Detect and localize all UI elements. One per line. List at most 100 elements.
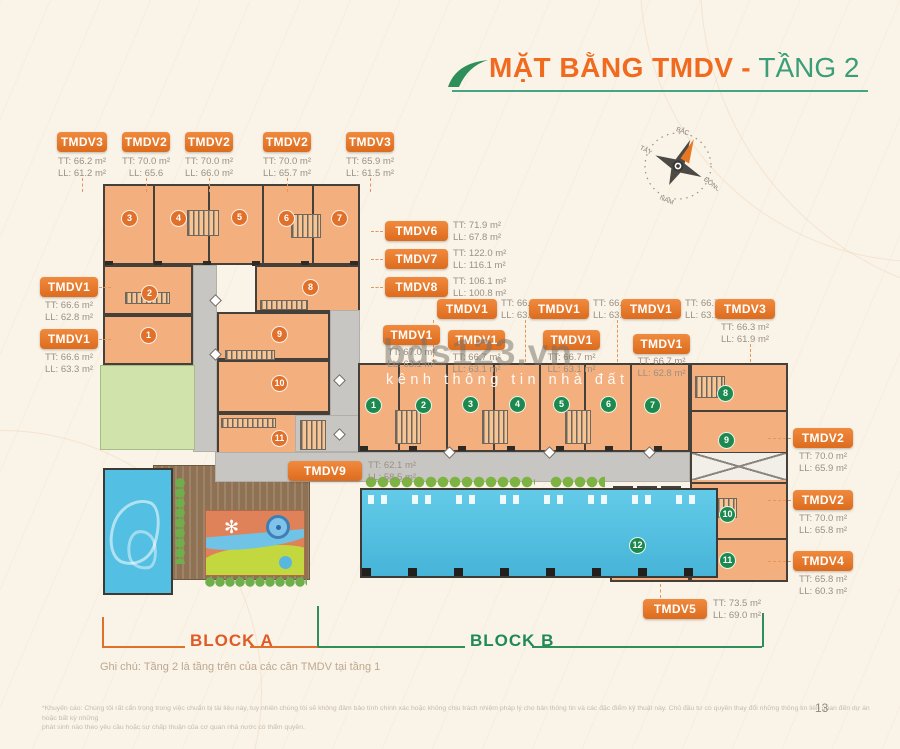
area-tt: TT: 70.0 m² xyxy=(262,156,312,167)
unit-tag: TMDV1 xyxy=(40,329,98,349)
area-ll: LL: 65.8 m² xyxy=(798,524,848,536)
unit-tag: TMDV1 xyxy=(529,299,589,319)
leader-line xyxy=(768,561,791,562)
area-tt: TT: 66.6 m² xyxy=(44,352,94,363)
leader-line xyxy=(82,178,83,192)
wall-columns xyxy=(360,446,688,451)
area-ll: LL: 62.8 m² xyxy=(44,311,94,323)
unit-tag: TMDV2 xyxy=(122,132,170,152)
area-tt: TT: 65.8 m² xyxy=(798,574,848,585)
area-tt: TT: 65.9 m² xyxy=(345,156,395,167)
stairs-hatch xyxy=(291,214,321,238)
leader-line xyxy=(750,344,751,362)
area-ll: LL: 63.1 m² xyxy=(452,363,501,375)
leader-line xyxy=(525,320,526,362)
unit-tag: TMDV2 xyxy=(793,490,853,510)
block-a-bracket-tick xyxy=(102,617,104,648)
unit-area: TT: 66.7 m² LL: 63.1 m² xyxy=(593,298,661,321)
pool-columns xyxy=(362,568,716,576)
area-tt: TT: 62.1 m² xyxy=(368,460,417,471)
leader-line xyxy=(146,178,147,192)
unit-area: TT: 65.9 m² LL: 61.5 m² xyxy=(329,156,411,179)
page-title: MẶT BẰNG TMDV - TẦNG 2 xyxy=(489,52,860,84)
area-tt: TT: 67.0 m² xyxy=(387,347,436,358)
stairs-hatch xyxy=(187,210,219,236)
unit-area: TT: 70.0 m² LL: 65.7 m² xyxy=(246,156,328,179)
unit-number-b: 12 xyxy=(629,537,646,554)
unit-tag: TMDV1 xyxy=(383,325,440,345)
wall-divider xyxy=(446,365,448,450)
area-ll: LL: 67.8 m² xyxy=(453,231,502,243)
unit-number-a: 2 xyxy=(141,285,158,302)
unit-area: TT: 66.2 m² LL: 61.2 m² xyxy=(40,156,124,179)
unit-number-b: 10 xyxy=(719,506,736,523)
unit-number-a: 4 xyxy=(170,210,187,227)
swimming-pool xyxy=(360,488,718,578)
unit-number-b: 2 xyxy=(415,397,432,414)
disclaimer-line: *Khuyến cáo: Chúng tôi rất cẩn trọng tro… xyxy=(42,705,870,722)
unit-number-a: 1 xyxy=(140,327,157,344)
unit-tag: TMDV3 xyxy=(346,132,394,152)
unit-tag: TMDV1 xyxy=(437,299,497,319)
area-tt: TT: 73.5 m² xyxy=(713,598,762,609)
leader-line xyxy=(370,178,371,192)
area-tt: TT: 66.7 m² xyxy=(685,298,734,309)
stairs-hatch xyxy=(565,410,591,444)
title-main: MẶT BẰNG TMDV xyxy=(489,52,734,83)
area-tt: TT: 66.3 m² xyxy=(720,322,770,333)
unit-tag: TMDV1 xyxy=(543,330,600,350)
area-ll: LL: 65.7 m² xyxy=(262,167,312,179)
area-tt: TT: 66.7 m² xyxy=(452,352,501,363)
leader-line xyxy=(660,584,661,598)
compass-east-label: ĐÔNG xyxy=(702,174,718,193)
block-b-bracket-line xyxy=(532,646,762,648)
unit-number-b: 6 xyxy=(600,396,617,413)
compass-south-label: NAM xyxy=(659,195,675,206)
tree-row xyxy=(550,476,605,488)
area-tt: TT: 66.7 m² xyxy=(593,298,642,309)
compass-north-label: BẮC xyxy=(675,126,691,137)
unit-number-a: 9 xyxy=(271,326,288,343)
area-ll: LL: 61.9 m² xyxy=(720,333,770,345)
area-tt: TT: 66.6 m² xyxy=(44,300,94,311)
unit-area: TT: 70.0 m² LL: 66.0 m² xyxy=(168,156,250,179)
unit-number-a: 6 xyxy=(278,210,295,227)
wall-divider xyxy=(262,186,264,263)
wall-divider xyxy=(584,365,586,450)
area-ll: LL: 63.1 m² xyxy=(593,309,642,321)
leader-line xyxy=(99,339,111,340)
area-ll: LL: 63.1 m² xyxy=(547,363,596,375)
target-center xyxy=(276,525,281,530)
wall-divider xyxy=(153,186,155,263)
area-ll: LL: 65.9 m² xyxy=(798,462,848,474)
unit-area: TT: 106.1 m² LL: 100.8 m² xyxy=(453,276,523,299)
area-ll: LL: 63.1 m² xyxy=(387,358,436,370)
compass-west-label: TÂY xyxy=(638,143,654,157)
unit-area: TT: 66.3 m² LL: 61.9 m² xyxy=(712,322,778,345)
area-tt: TT: 66.7 m² xyxy=(637,356,686,367)
link-bridge xyxy=(692,453,786,480)
unit-tag: TMDV1 xyxy=(633,334,690,354)
playground: ✻ xyxy=(205,510,305,576)
area-ll: LL: 61.5 m² xyxy=(345,167,395,179)
unit-number-a: 8 xyxy=(302,279,319,296)
area-ll: LL: 69.0 m² xyxy=(713,609,762,621)
leader-line xyxy=(768,438,791,439)
unit-number-b: 8 xyxy=(717,385,734,402)
block-b-bracket-tick xyxy=(762,613,764,647)
area-tt: TT: 106.1 m² xyxy=(453,276,507,287)
unit-tag: TMDV2 xyxy=(263,132,311,152)
wall-divider xyxy=(493,365,495,450)
unit-area: TT: 66.7 m² LL: 62.8 m² xyxy=(629,356,694,379)
area-ll: LL: 58.5 m² xyxy=(368,471,417,483)
wall-columns xyxy=(105,261,358,266)
area-tt: TT: 70.0 m² xyxy=(121,156,171,167)
unit-area: TT: 66.7 m² LL: 63.1 m² xyxy=(444,352,509,375)
wall-divider xyxy=(692,410,786,412)
shrub-row xyxy=(205,577,307,587)
unit-tag: TMDV7 xyxy=(385,249,448,269)
stairs-hatch xyxy=(260,300,308,310)
block-a-bracket-line xyxy=(103,646,185,648)
unit-area: TT: 122.0 m² LL: 116.1 m² xyxy=(453,248,523,271)
